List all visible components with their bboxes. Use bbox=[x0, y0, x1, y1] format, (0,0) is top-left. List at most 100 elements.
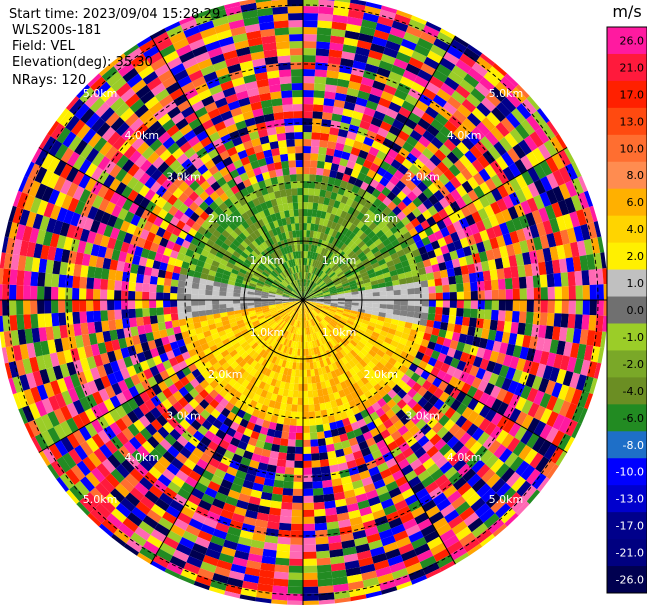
range-gate bbox=[368, 369, 378, 379]
range-gate bbox=[294, 312, 298, 320]
range-gate bbox=[162, 450, 176, 464]
range-gate bbox=[120, 126, 135, 141]
range-gate bbox=[132, 406, 145, 420]
range-gate bbox=[335, 334, 343, 342]
range-gate bbox=[215, 251, 225, 259]
range-gate bbox=[249, 367, 258, 377]
range-gate bbox=[159, 261, 168, 271]
range-gate bbox=[247, 288, 256, 293]
range-gate bbox=[269, 450, 279, 460]
range-gate bbox=[282, 262, 288, 270]
range-gate bbox=[170, 130, 184, 143]
range-gate bbox=[329, 307, 337, 311]
range-gate bbox=[191, 294, 199, 300]
range-gate bbox=[168, 356, 179, 367]
range-gate bbox=[219, 370, 229, 380]
range-gate bbox=[327, 332, 334, 340]
range-gate bbox=[442, 307, 450, 316]
range-gate bbox=[215, 429, 226, 440]
range-gate bbox=[139, 427, 153, 441]
range-gate bbox=[208, 457, 221, 469]
range-gate bbox=[303, 48, 317, 56]
range-gate bbox=[330, 305, 338, 310]
range-gate bbox=[446, 365, 457, 377]
range-gate bbox=[275, 302, 283, 305]
range-gate bbox=[290, 274, 295, 282]
range-gate bbox=[371, 401, 382, 412]
range-gate bbox=[179, 213, 190, 224]
range-gate bbox=[303, 467, 313, 475]
range-gate bbox=[446, 347, 457, 358]
range-gate bbox=[348, 376, 357, 385]
range-gate bbox=[270, 253, 277, 261]
range-gate bbox=[111, 382, 123, 396]
range-gate bbox=[552, 397, 565, 414]
range-gate bbox=[421, 300, 429, 307]
range-gate bbox=[250, 539, 265, 549]
range-gate bbox=[289, 354, 295, 363]
range-gate bbox=[167, 445, 180, 458]
range-gate bbox=[552, 413, 566, 431]
range-gate bbox=[342, 446, 353, 456]
range-gate bbox=[341, 439, 351, 449]
range-gate bbox=[268, 169, 277, 179]
range-gate bbox=[101, 126, 116, 142]
range-gate bbox=[316, 41, 331, 50]
range-gate bbox=[554, 300, 562, 314]
range-gate bbox=[319, 311, 327, 317]
range-gate bbox=[294, 216, 299, 224]
range-gate bbox=[292, 495, 303, 503]
range-gate bbox=[28, 163, 42, 181]
range-gate bbox=[31, 436, 43, 453]
range-gate bbox=[385, 408, 396, 419]
range-gate bbox=[383, 418, 394, 430]
range-gate bbox=[279, 76, 292, 85]
range-gate bbox=[313, 308, 320, 315]
range-gate bbox=[459, 506, 475, 521]
range-gate bbox=[347, 580, 365, 591]
range-gate bbox=[38, 258, 48, 273]
range-gate bbox=[282, 296, 290, 299]
range-gate bbox=[173, 518, 189, 531]
range-gate bbox=[275, 465, 286, 475]
range-gate bbox=[59, 222, 70, 237]
range-gate bbox=[87, 73, 102, 88]
range-gate bbox=[276, 416, 285, 425]
range-gate bbox=[204, 430, 216, 441]
range-gate bbox=[369, 378, 378, 388]
range-gate bbox=[259, 498, 272, 508]
range-gate bbox=[305, 313, 309, 321]
range-gate bbox=[226, 261, 235, 269]
range-gate bbox=[583, 344, 594, 362]
range-gate bbox=[519, 300, 527, 312]
range-gate bbox=[194, 536, 211, 549]
range-gate bbox=[218, 262, 227, 270]
range-gate bbox=[321, 387, 329, 396]
range-gate bbox=[91, 391, 104, 405]
range-gate bbox=[84, 422, 98, 438]
range-gate bbox=[484, 395, 497, 409]
range-gate bbox=[115, 270, 124, 281]
range-gate bbox=[142, 300, 150, 309]
range-gate bbox=[173, 493, 188, 507]
range-gate bbox=[128, 290, 136, 300]
range-gate bbox=[223, 269, 232, 277]
range-gate bbox=[364, 526, 379, 537]
range-gate bbox=[195, 216, 206, 226]
range-gate bbox=[337, 366, 345, 375]
range-gate bbox=[245, 217, 254, 227]
range-gate bbox=[110, 150, 124, 165]
range-gate bbox=[294, 453, 303, 461]
range-gate bbox=[236, 376, 246, 385]
range-gate bbox=[113, 56, 131, 72]
range-gate bbox=[65, 275, 74, 288]
range-gate bbox=[516, 480, 532, 497]
range-gate bbox=[201, 325, 210, 333]
range-gate bbox=[178, 181, 190, 193]
range-gate bbox=[188, 263, 197, 272]
range-gate bbox=[153, 125, 167, 139]
range-gate bbox=[220, 278, 229, 284]
range-gate bbox=[218, 345, 227, 354]
range-gate bbox=[288, 325, 293, 333]
range-gate bbox=[357, 328, 366, 335]
